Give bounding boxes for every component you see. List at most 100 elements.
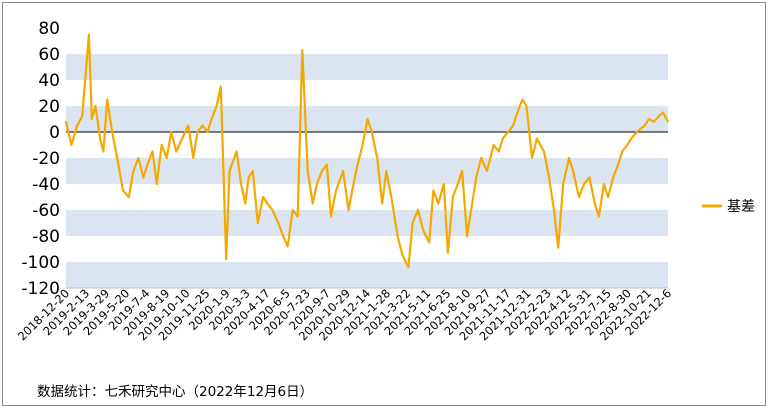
data-point [521, 98, 524, 101]
data-point [352, 183, 355, 185]
data-point [480, 157, 483, 159]
data-point [385, 170, 388, 172]
data-point [361, 144, 364, 146]
data-point [251, 170, 254, 172]
data-point [90, 118, 93, 120]
data-point [201, 124, 204, 127]
data-point [271, 209, 274, 211]
data-point [422, 228, 424, 231]
data-point [598, 215, 600, 218]
data-point [282, 235, 284, 237]
data-point [531, 157, 533, 159]
data-point [321, 170, 323, 172]
series-layer [64, 33, 669, 269]
data-point [648, 118, 650, 120]
data-point [543, 150, 545, 153]
data-point [210, 118, 213, 120]
data-point [461, 170, 463, 172]
y-tick-label: 60 [38, 45, 60, 65]
y-tick-label: 20 [38, 97, 60, 117]
data-point [256, 222, 259, 224]
data-point [244, 202, 247, 205]
grid-bands [66, 54, 668, 288]
data-point [626, 144, 629, 146]
data-point [516, 111, 519, 114]
data-point [128, 196, 130, 198]
data-point [568, 157, 570, 159]
data-point [643, 124, 646, 127]
data-point [187, 124, 190, 127]
data-point [428, 241, 430, 244]
data-point [370, 131, 373, 133]
data-point [81, 115, 84, 118]
legend: 基差 [702, 198, 755, 215]
data-point [407, 266, 410, 269]
data-point [102, 150, 105, 153]
data-point [311, 202, 314, 205]
data-point [266, 202, 269, 205]
data-point [235, 150, 238, 153]
data-point [206, 131, 209, 133]
data-point [262, 196, 264, 198]
data-point [116, 157, 118, 159]
data-point [553, 209, 555, 211]
data-point [111, 131, 113, 133]
legend-label-basis: 基差 [727, 198, 755, 215]
data-point [452, 196, 454, 198]
data-point [381, 202, 383, 205]
grid-band [66, 210, 668, 236]
data-point [106, 98, 108, 101]
data-point [296, 215, 299, 218]
data-point [165, 157, 168, 159]
data-point [630, 137, 633, 140]
x-axis-ticks: 2018-12-202019-2-132019-3-292019-5-20201… [15, 286, 674, 343]
data-point [667, 120, 669, 123]
data-point [497, 150, 500, 153]
data-point [94, 105, 97, 107]
data-point [475, 176, 478, 179]
data-point [417, 209, 419, 211]
data-point [170, 131, 173, 133]
data-point [306, 170, 309, 172]
data-point [326, 163, 328, 166]
data-point [486, 170, 488, 172]
data-point [335, 189, 337, 192]
data-point [142, 176, 145, 179]
data-point [662, 111, 664, 114]
data-point [366, 118, 369, 120]
y-tick-label: -80 [32, 227, 60, 247]
data-point [376, 157, 378, 159]
data-point [330, 215, 332, 218]
data-point [122, 189, 124, 192]
data-point [548, 176, 550, 179]
data-point [247, 176, 250, 179]
grid-band [66, 262, 668, 288]
data-point [617, 163, 619, 166]
data-point [603, 183, 605, 185]
chart-frame: 80 60 40 20 0 -20 -40 -60 -80 -100 -120 2018-12-20… [2, 2, 766, 406]
data-point [151, 150, 154, 153]
data-point [502, 137, 504, 140]
y-tick-label: 0 [49, 123, 60, 143]
data-point [215, 105, 218, 107]
data-point [396, 235, 399, 237]
data-point [88, 33, 90, 36]
data-point [196, 131, 199, 133]
data-point [228, 170, 231, 172]
data-point [653, 120, 655, 123]
source-note: 数据统计：七禾研究中心（2022年12月6日） [37, 384, 314, 400]
data-point [390, 196, 393, 198]
data-point [76, 124, 79, 127]
data-point [65, 120, 67, 123]
y-tick-label: -20 [32, 149, 60, 169]
data-point [347, 209, 350, 211]
data-point [658, 115, 660, 118]
data-point [316, 183, 318, 185]
data-point [612, 176, 614, 179]
data-point [155, 183, 158, 185]
y-axis-ticks: 80 60 40 20 0 -20 -40 -60 -80 -100 -120 [21, 19, 60, 299]
data-point [447, 252, 449, 254]
data-point [583, 183, 585, 185]
data-point [192, 157, 195, 159]
data-point [607, 196, 609, 198]
